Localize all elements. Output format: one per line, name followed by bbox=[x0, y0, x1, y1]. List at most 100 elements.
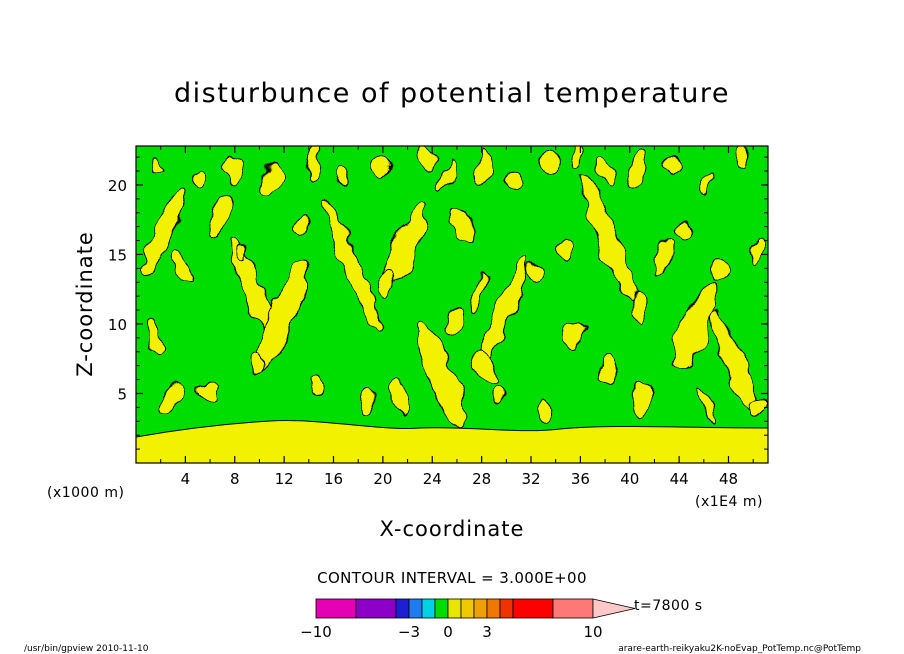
positive-blob bbox=[628, 146, 647, 188]
y-tick-label: 5 bbox=[117, 385, 127, 403]
colorbar-swatch bbox=[486, 598, 501, 619]
colorbar bbox=[315, 598, 636, 619]
colorbar-swatch bbox=[499, 598, 514, 619]
positive-blob bbox=[493, 389, 505, 407]
positive-band bbox=[141, 189, 185, 279]
positive-band bbox=[324, 201, 380, 331]
x-axis: 4 8 12 16 20 24 28 32 36 40 44 48 bbox=[160, 146, 754, 488]
contour-interval-label: CONTOUR INTERVAL = 3.000E+00 bbox=[317, 569, 587, 587]
positive-blob bbox=[197, 382, 218, 400]
positive-blob bbox=[223, 154, 242, 183]
positive-blob bbox=[470, 273, 488, 313]
colorbar-arrow bbox=[592, 598, 636, 619]
positive-blob bbox=[172, 249, 194, 282]
plot-area bbox=[136, 146, 768, 463]
positive-blob bbox=[699, 172, 713, 195]
colorbar-swatch bbox=[460, 598, 475, 619]
colorbar-swatch bbox=[408, 598, 423, 619]
x-tick-label: 20 bbox=[373, 470, 392, 488]
positive-blob bbox=[473, 351, 500, 389]
positive-blob bbox=[556, 240, 575, 263]
positive-blob bbox=[562, 320, 584, 350]
x-tick-label: 36 bbox=[571, 470, 590, 488]
positive-blob bbox=[538, 397, 554, 421]
colorbar-tick-label: −10 bbox=[300, 623, 332, 641]
x-tick-label: 4 bbox=[181, 470, 191, 488]
positive-blob bbox=[334, 166, 350, 184]
x-tick-label: 32 bbox=[521, 470, 540, 488]
colorbar-swatch bbox=[315, 598, 357, 619]
positive-blob bbox=[262, 159, 286, 194]
x-tick-label: 24 bbox=[423, 470, 442, 488]
x-axis-label: X-coordinate bbox=[380, 517, 525, 541]
positive-band bbox=[670, 282, 718, 372]
positive-blob bbox=[505, 172, 523, 190]
positive-blob bbox=[148, 156, 161, 172]
positive-blob bbox=[415, 146, 437, 173]
x-tick-label: 48 bbox=[719, 470, 738, 488]
positive-blob bbox=[749, 400, 765, 418]
positive-blob bbox=[236, 243, 248, 261]
positive-blob bbox=[595, 156, 617, 189]
x-multiplier-label: (x1E4 m) bbox=[695, 494, 763, 510]
colorbar-ticks: −10 −3 0 3 10 bbox=[300, 623, 602, 641]
colorbar-tick-label: 0 bbox=[443, 623, 453, 641]
positive-blob bbox=[675, 220, 693, 238]
positive-blob bbox=[751, 237, 765, 266]
positive-blob bbox=[477, 147, 492, 189]
footer-right: arare-earth-reikyaku2K-noEvap_PotTemp.nc… bbox=[618, 644, 861, 654]
colorbar-tick-label: 3 bbox=[482, 623, 492, 641]
positive-blob bbox=[652, 239, 674, 278]
positive-blob bbox=[391, 378, 409, 414]
x-tick-label: 16 bbox=[324, 470, 343, 488]
colorbar-tick-label: 10 bbox=[583, 623, 602, 641]
colorbar-tick-label: −3 bbox=[398, 623, 420, 641]
positive-blob bbox=[450, 206, 473, 241]
colorbar-swatch bbox=[421, 598, 436, 619]
colorbar-swatch bbox=[355, 598, 397, 619]
y-tick-label: 15 bbox=[108, 246, 127, 264]
colorbar-swatch bbox=[447, 598, 462, 619]
positive-band bbox=[416, 322, 466, 426]
plot-frame bbox=[135, 145, 769, 464]
x-tick-label: 12 bbox=[275, 470, 294, 488]
time-label: t=7800 s bbox=[634, 598, 703, 614]
x-tick-label: 40 bbox=[620, 470, 639, 488]
positive-blob bbox=[209, 195, 231, 236]
positive-blob bbox=[570, 146, 583, 168]
x-tick-label: 28 bbox=[472, 470, 491, 488]
positive-blob bbox=[294, 213, 311, 235]
surface-layer bbox=[136, 420, 768, 463]
x-tick-label: 8 bbox=[230, 470, 240, 488]
x-tick-label: 44 bbox=[670, 470, 689, 488]
chart-title: disturbunce of potential temperature bbox=[174, 78, 730, 109]
y-axis-label: Z-coordinate bbox=[73, 231, 97, 377]
y-axis: 5 10 15 20 bbox=[108, 156, 768, 450]
positive-blob bbox=[698, 385, 717, 424]
positive-blob bbox=[359, 387, 377, 416]
colorbar-swatch bbox=[434, 598, 449, 619]
positive-blob bbox=[437, 157, 457, 190]
positive-blob bbox=[443, 307, 466, 335]
positive-blob bbox=[540, 151, 561, 175]
positive-blob bbox=[709, 261, 731, 284]
positive-blob bbox=[145, 317, 161, 353]
positive-blob bbox=[378, 273, 396, 303]
positive-blob bbox=[597, 357, 618, 385]
positive-blob bbox=[306, 146, 319, 181]
positive-blob bbox=[632, 290, 647, 325]
colorbar-swatch bbox=[473, 598, 488, 619]
colorbar-swatch bbox=[552, 598, 594, 619]
positive-blob bbox=[248, 351, 266, 375]
positive-blob bbox=[632, 382, 653, 418]
positive-blob bbox=[309, 375, 323, 398]
positive-blob bbox=[663, 155, 683, 173]
positive-blob bbox=[737, 146, 752, 175]
colorbar-swatch bbox=[395, 598, 410, 619]
footer-left: /usr/bin/gpview 2010-11-10 bbox=[24, 644, 149, 654]
positive-blob bbox=[193, 169, 208, 193]
y-tick-label: 20 bbox=[108, 177, 127, 195]
colorbar-swatch bbox=[512, 598, 554, 619]
positive-blob bbox=[528, 264, 543, 282]
